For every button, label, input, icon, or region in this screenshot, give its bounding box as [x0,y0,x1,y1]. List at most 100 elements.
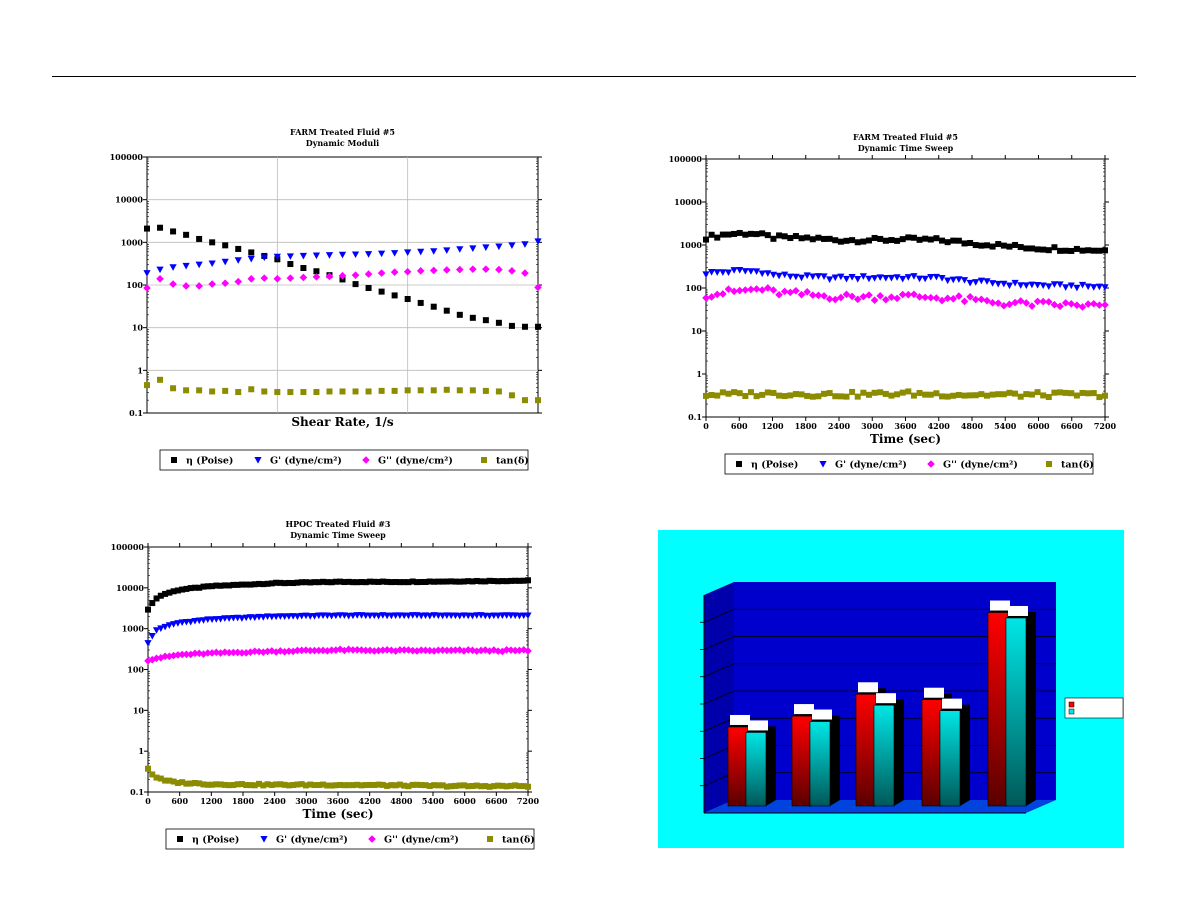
data-point [170,385,177,392]
data-point [713,290,722,299]
data-point [978,391,985,398]
data-point [469,578,476,585]
data-point [758,270,766,278]
data-point [408,646,417,655]
data-point [887,274,896,282]
data-point [915,275,924,283]
data-point [719,290,727,298]
data-point [353,645,362,654]
data-point [430,647,438,655]
data-point [508,267,516,275]
data-point [299,252,307,260]
data-point [338,251,347,259]
data-point [960,277,969,284]
data-point [904,274,912,281]
data-point [894,237,901,244]
data-point [1102,247,1108,254]
x-tick-label: 1200 [200,796,223,806]
data-point [815,393,822,400]
data-label-box [858,682,878,693]
data-point [1040,246,1047,253]
data-point [268,580,275,587]
data-point [243,782,250,789]
data-point [854,239,861,246]
data-point [1045,298,1053,306]
data-point [932,294,941,302]
data-point [1073,392,1080,399]
data-point [447,646,455,655]
x-axis-label: Time (sec) [302,807,373,821]
data-point [345,578,352,585]
data-point [429,266,438,275]
data-point [405,579,412,586]
data-point [391,647,400,655]
data-point [944,393,951,400]
data-point [821,235,828,242]
data-point [495,319,502,326]
data-point [1028,245,1035,252]
data-point [325,252,334,259]
y-tick-label: 100000 [111,542,145,552]
data-point [781,271,789,279]
series-3 [144,376,541,404]
data-point [865,237,872,244]
bar [1005,617,1027,807]
data-point [995,391,1002,398]
data-point [225,648,233,657]
data-point [384,578,391,585]
data-point [371,578,378,585]
data-point [418,782,425,789]
data-point [274,389,281,396]
y-tick-label: 10000 [116,583,144,593]
data-point [404,646,413,654]
data-point [499,578,506,585]
data-point [374,612,383,620]
data-point [247,255,255,263]
data-point [208,260,216,268]
data-point [443,307,450,314]
data-point [950,237,957,244]
legend: η (Poise) G' (dyne/cm²) G'' (dyne/cm²) tan(… [159,449,529,471]
data-point [512,577,519,584]
data-point [349,579,356,586]
data-point [425,646,434,655]
data-point [418,579,425,586]
data-point [508,242,516,249]
data-point [508,392,515,399]
data-point [183,780,190,787]
data-point [719,389,726,396]
data-point [882,390,889,397]
data-point [260,254,268,262]
data-point [448,783,455,790]
data-point [972,279,980,286]
data-point [1073,284,1081,292]
data-point [916,389,923,396]
data-point [259,614,267,621]
legend-label: tan(δ) [496,456,529,467]
y-tick-label: 1000 [680,240,703,250]
data-point [977,295,986,304]
data-point [1079,247,1086,254]
data-point [473,782,480,789]
data-point [174,620,182,627]
data-point [430,387,437,394]
data-point [170,778,177,785]
data-point [320,578,327,585]
data-point [814,273,822,280]
data-point [1017,282,1025,289]
legend-marker [819,461,827,468]
data-point [1000,280,1008,288]
series-3 [145,765,531,790]
data-point [379,781,386,788]
data-point [256,580,263,587]
data-point [293,646,302,655]
data-point [313,389,320,396]
data-point [769,271,778,279]
data-point [525,577,531,584]
x-tick-label: 0 [145,796,151,806]
data-point [1095,301,1104,309]
data-point [469,782,476,789]
data-point [820,273,828,280]
data-point [482,244,490,252]
